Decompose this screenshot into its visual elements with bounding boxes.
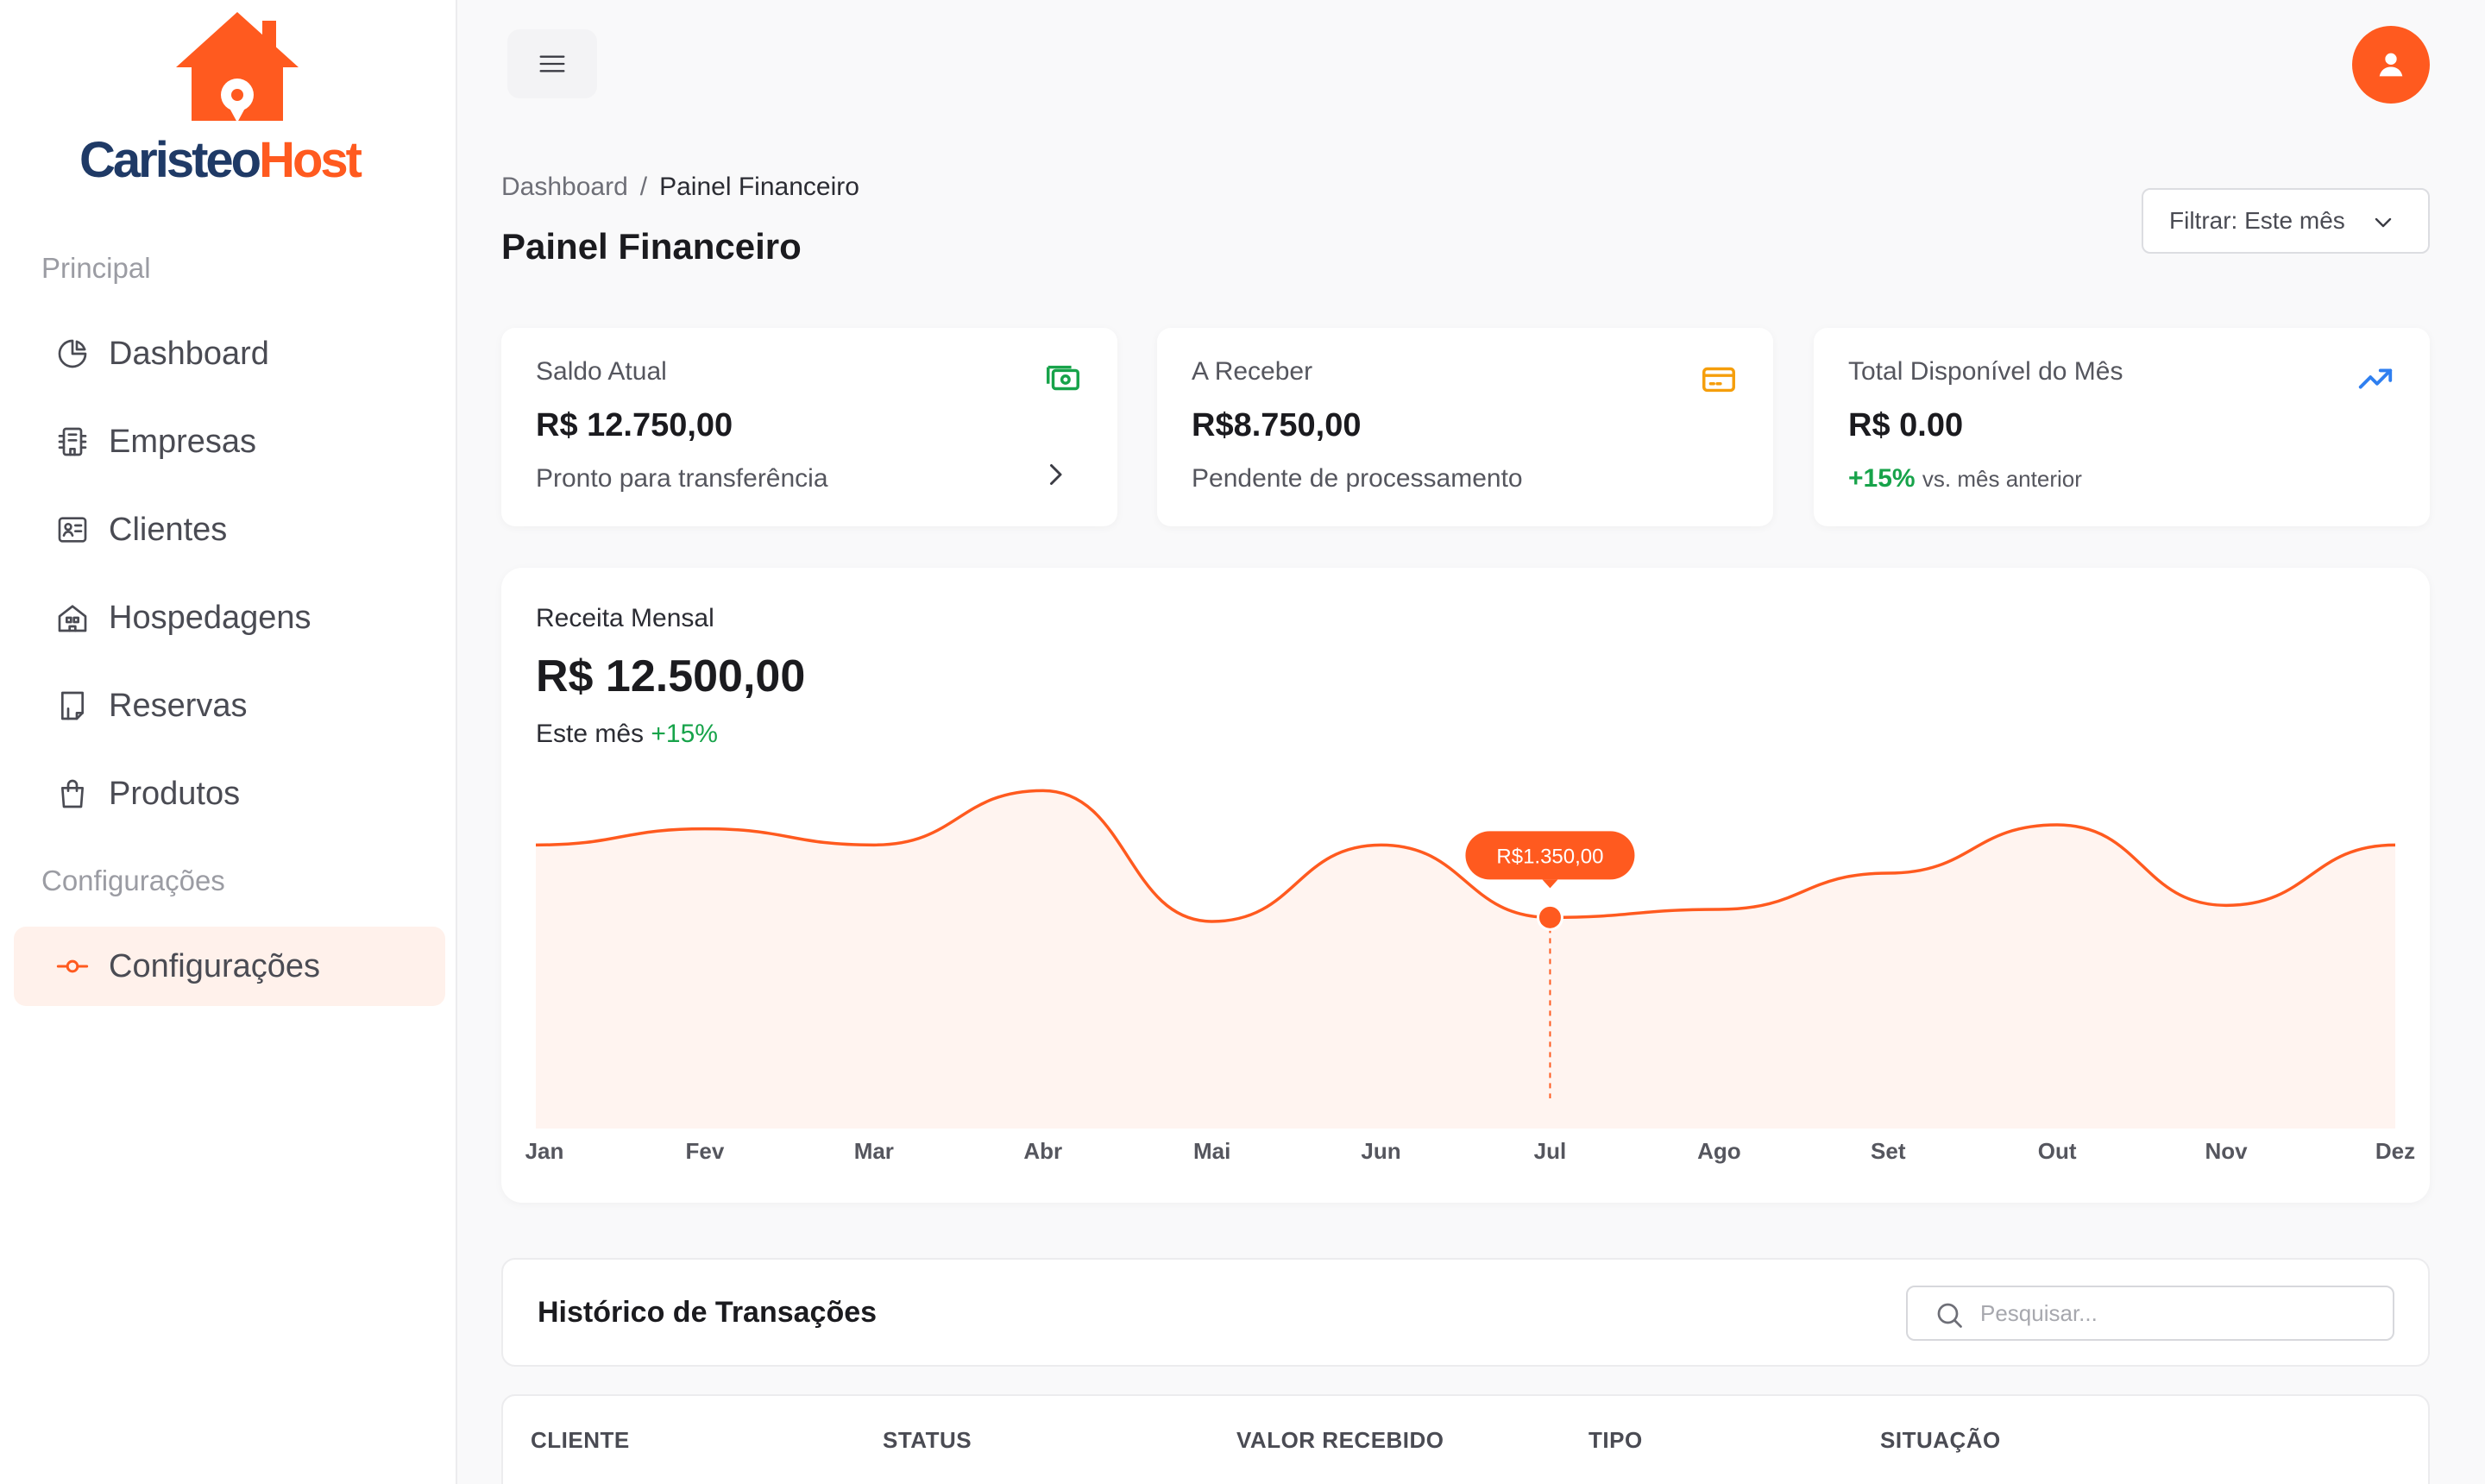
card-subtitle: +15% vs. mês anterior (1848, 464, 2082, 494)
revenue-chart-card: Receita Mensal R$ 12.500,00 Este mês +15… (501, 568, 2430, 1203)
card-value: R$8.750,00 (1192, 407, 1362, 443)
commit-icon (53, 947, 91, 985)
column-header-situacao[interactable]: SITUAÇÃO (1880, 1427, 2001, 1453)
transactions-table-header: CLIENTE STATUS VALOR RECEBIDO TIPO SITUA… (501, 1394, 2430, 1484)
transactions-header: Histórico de Transações Pesquisar... (501, 1258, 2430, 1367)
building-icon (53, 423, 91, 461)
money-icon (1043, 359, 1083, 403)
breadcrumb-separator: / (639, 173, 648, 201)
x-tick-label: Ago (1697, 1138, 1741, 1164)
credit-card-icon (1699, 359, 1739, 403)
sidebar-item-dashboard[interactable]: Dashboard (14, 314, 445, 393)
house-icon (53, 599, 91, 637)
sidebar-item-empresas[interactable]: Empresas (14, 402, 445, 481)
chart-area-fill (536, 790, 2395, 1129)
brand-logo[interactable]: CaristeoHost (79, 9, 373, 190)
search-placeholder: Pesquisar... (1980, 1299, 2098, 1326)
sidebar-item-label: Dashboard (109, 335, 269, 372)
sidebar: CaristeoHost Principal Dashboard Empresa… (0, 0, 457, 1484)
hamburger-icon (539, 55, 565, 72)
change-caption: vs. mês anterior (1922, 466, 2082, 492)
brand-wordmark: CaristeoHost (79, 132, 362, 188)
revenue-value: R$ 12.500,00 (536, 651, 806, 701)
shopping-bag-icon (53, 775, 91, 813)
column-header-status[interactable]: STATUS (883, 1427, 972, 1453)
revenue-area-chart[interactable]: Jan Fev Mar Abr Mai Jun Jul Ago Set Out Nov Dez R$1.… (501, 568, 2430, 1203)
x-tick-label: Set (1871, 1138, 1906, 1164)
sidebar-item-label: Produtos (109, 775, 241, 812)
stat-card-total-disponivel: Total Disponível do Mês R$ 0.00 +15% vs.… (1814, 328, 2430, 526)
chart-series-line (535, 789, 2396, 923)
sidebar-item-configuracoes[interactable]: Configurações (14, 927, 445, 1006)
x-tick-label: Mai (1193, 1138, 1230, 1164)
column-header-cliente[interactable]: CLIENTE (531, 1427, 630, 1453)
page-title: Painel Financeiro (501, 226, 802, 267)
sidebar-item-clientes[interactable]: Clientes (14, 490, 445, 569)
transactions-title: Histórico de Transações (538, 1296, 878, 1329)
card-subtitle: Pendente de processamento (1192, 464, 1523, 493)
tooltip-value: R$1.350,00 (1496, 845, 1603, 868)
stat-card-saldo-atual: Saldo Atual R$ 12.750,00 Pronto para tra… (501, 328, 1117, 526)
section-label-principal: Principal (41, 252, 151, 284)
search-input[interactable]: Pesquisar... (1906, 1286, 2394, 1341)
sidebar-item-label: Reservas (109, 687, 248, 724)
breadcrumb-current: Painel Financeiro (659, 173, 859, 201)
sidebar-item-label: Hospedagens (109, 599, 311, 636)
x-tick-label: Jan (525, 1138, 564, 1164)
revenue-period-label: Este mês (536, 720, 645, 748)
card-value: R$ 12.750,00 (536, 407, 733, 443)
x-tick-label: Jun (1361, 1138, 1400, 1164)
x-tick-label: Mar (854, 1138, 894, 1164)
id-card-icon (53, 511, 91, 549)
period-filter-select[interactable]: Filtrar: Este mês (2142, 188, 2430, 254)
bookmark-icon (53, 687, 91, 725)
sidebar-item-hospedagens[interactable]: Hospedagens (14, 578, 445, 657)
change-percent: +15% (1848, 464, 1916, 493)
breadcrumb: Dashboard / Painel Financeiro (501, 173, 859, 202)
x-tick-label: Dez (2375, 1138, 2415, 1164)
sidebar-item-label: Clientes (109, 511, 228, 548)
search-icon (1937, 1303, 1962, 1328)
x-tick-label: Fev (686, 1138, 725, 1164)
chevron-down-icon (2375, 217, 2392, 228)
tooltip-bubble (1465, 831, 1635, 880)
user-avatar-button[interactable] (2352, 26, 2430, 104)
x-tick-label: Abr (1023, 1138, 1062, 1164)
user-icon (2379, 53, 2403, 77)
sidebar-item-label: Configurações (109, 947, 321, 984)
card-label: A Receber (1192, 357, 1313, 386)
revenue-label: Receita Mensal (536, 604, 714, 632)
chevron-right-icon[interactable] (1040, 459, 1071, 494)
sidebar-item-label: Empresas (109, 423, 257, 460)
breadcrumb-link-dashboard[interactable]: Dashboard (501, 173, 628, 201)
pie-chart-icon (53, 335, 91, 373)
highlight-point (1536, 903, 1563, 931)
card-label: Total Disponível do Mês (1848, 357, 2123, 386)
x-tick-label: Jul (1534, 1138, 1567, 1164)
card-subtitle: Pronto para transferência (536, 464, 828, 493)
tooltip-pointer (1542, 879, 1558, 889)
card-label: Saldo Atual (536, 357, 667, 386)
revenue-change: +15% (651, 720, 718, 748)
house-logo-icon (176, 12, 299, 123)
column-header-valor-recebido[interactable]: VALOR RECEBIDO (1236, 1427, 1444, 1453)
trending-up-icon (2356, 359, 2395, 403)
x-tick-label: Out (2038, 1138, 2077, 1164)
section-label-configuracoes: Configurações (41, 865, 225, 896)
menu-toggle-button[interactable] (507, 29, 597, 98)
revenue-period: Este mês +15% (536, 720, 718, 749)
stat-card-a-receber: A Receber R$8.750,00 Pendente de process… (1157, 328, 1773, 526)
sidebar-item-produtos[interactable]: Produtos (14, 754, 445, 833)
card-value: R$ 0.00 (1848, 407, 1964, 443)
column-header-tipo[interactable]: TIPO (1589, 1427, 1643, 1453)
filter-label: Filtrar: Este mês (2169, 207, 2345, 234)
sidebar-item-reservas[interactable]: Reservas (14, 666, 445, 745)
x-tick-label: Nov (2205, 1138, 2249, 1164)
